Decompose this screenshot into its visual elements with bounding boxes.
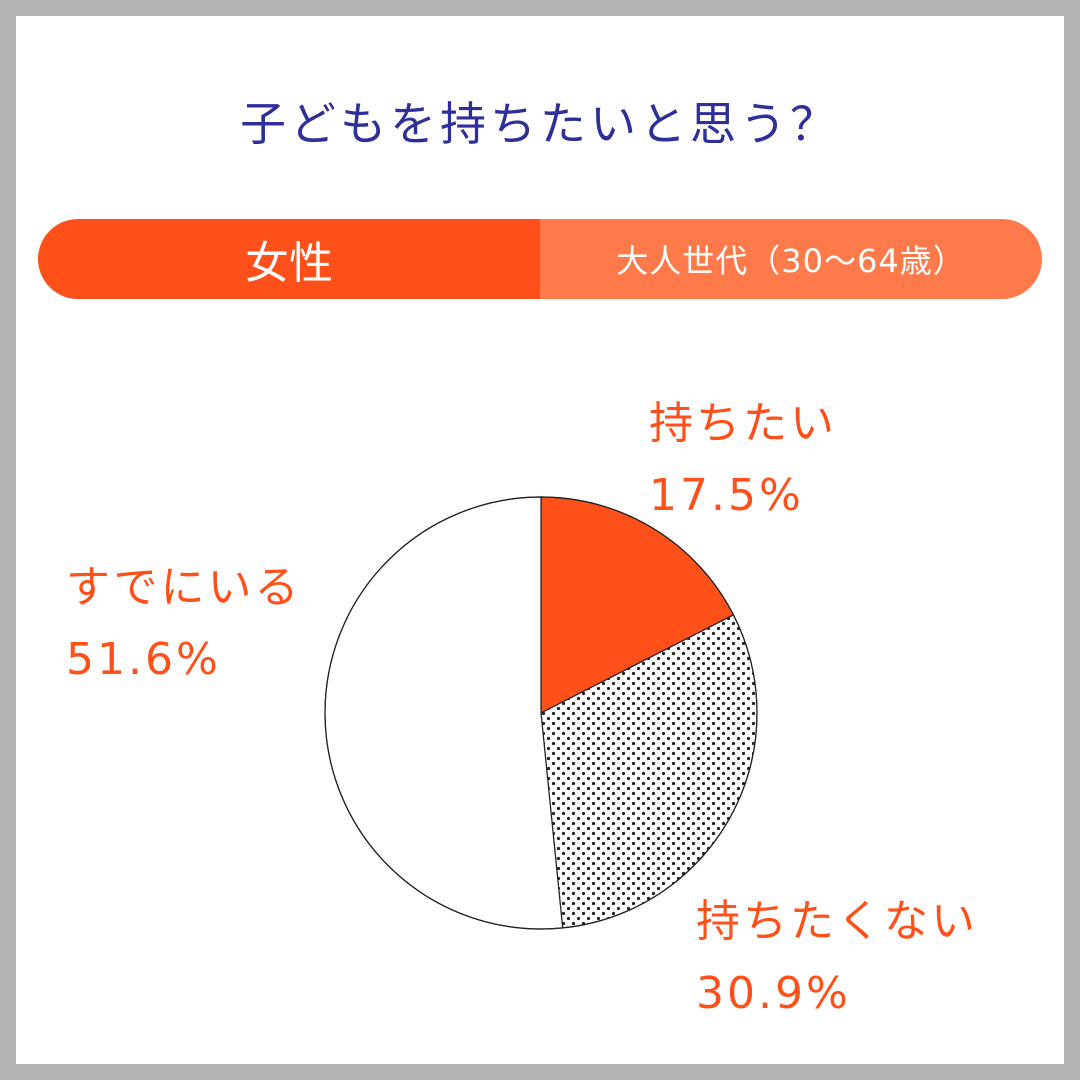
chart-title: 子どもを持ちたいと思う？ [240, 97, 840, 151]
slice-label-text: 持ちたくない [696, 896, 978, 947]
slice-label-dont-want: 持ちたくない 30.9% [696, 886, 978, 1030]
pie-slice-already-have [324, 496, 564, 930]
slice-label-value: 17.5% [649, 470, 804, 521]
slice-label-value: 30.9% [696, 968, 851, 1019]
slice-label-value: 51.6% [66, 634, 221, 685]
category-banner: 女性 大人世代（30〜64歳） [38, 219, 1042, 299]
age-group-label: 大人世代（30〜64歳） [540, 219, 1042, 299]
pie-chart [324, 496, 758, 930]
gender-label: 女性 [38, 219, 540, 299]
slice-label-already-have: すでにいる 51.6% [66, 552, 301, 696]
slice-label-text: 持ちたい [649, 398, 837, 449]
slice-label-want: 持ちたい 17.5% [649, 388, 837, 532]
chart-card: 子どもを持ちたいと思う？ 女性 大人世代（30〜64歳） 持ちたい 17.5% … [16, 16, 1064, 1064]
slice-label-text: すでにいる [66, 562, 302, 613]
